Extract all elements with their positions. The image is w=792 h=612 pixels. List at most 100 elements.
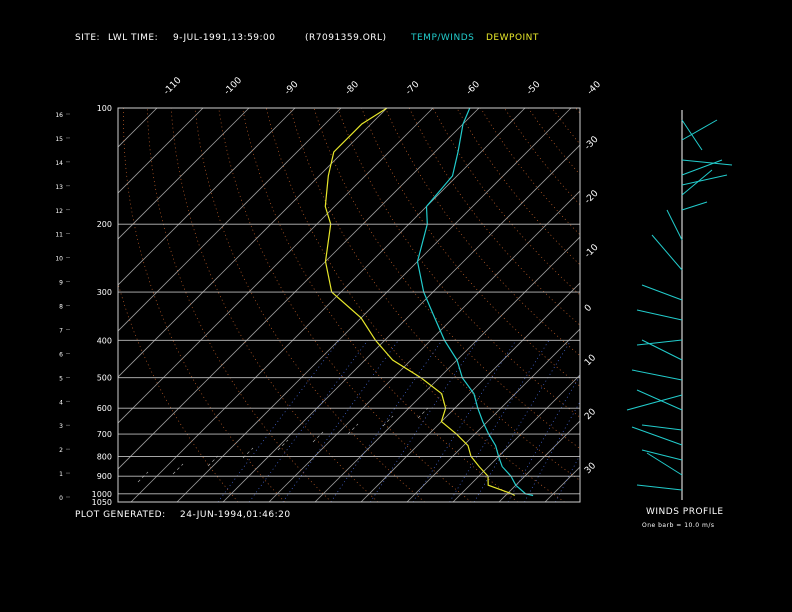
mixing-ratio-line bbox=[370, 340, 478, 502]
height-tick-label: 12 bbox=[55, 208, 63, 215]
wind-barb bbox=[641, 449, 683, 461]
isotherm-label: -100 bbox=[223, 75, 245, 97]
isotherm-label: -20 bbox=[583, 188, 601, 206]
wind-barb bbox=[636, 484, 683, 491]
height-tick-label: 14 bbox=[55, 160, 63, 167]
height-tick-label: 5 bbox=[59, 375, 63, 382]
moist-adiabat bbox=[417, 407, 429, 419]
mixing-ratio-line bbox=[507, 374, 580, 502]
wind-barb bbox=[636, 309, 683, 321]
moist-adiabat bbox=[312, 431, 324, 443]
mixing-ratio-line bbox=[249, 340, 369, 502]
moist-adiabat bbox=[347, 423, 359, 435]
dry-adiabat bbox=[194, 108, 425, 502]
isotherm-label: 0 bbox=[583, 303, 594, 314]
isotherm bbox=[130, 108, 526, 502]
height-tick-label: 6 bbox=[59, 351, 63, 358]
legend-temp: TEMP/WINDS bbox=[411, 33, 475, 43]
isotherm bbox=[118, 108, 204, 194]
legend-dewpoint: DEWPOINT bbox=[486, 33, 539, 43]
isotherm bbox=[637, 108, 792, 502]
mixing-ratio-line bbox=[282, 340, 399, 502]
winds-profile-note: One barb = 10.0 m/s bbox=[642, 522, 715, 529]
height-tick-label: 9 bbox=[59, 280, 63, 287]
isotherm bbox=[314, 236, 580, 502]
height-tick-label: 8 bbox=[59, 304, 63, 311]
isotherm bbox=[118, 108, 158, 148]
isotherm bbox=[498, 420, 580, 502]
height-tick-label: 4 bbox=[59, 399, 63, 406]
wind-barb bbox=[631, 426, 683, 446]
height-tick-label: 15 bbox=[55, 136, 63, 143]
isotherm-label: -110 bbox=[162, 75, 184, 97]
pressure-tick-label: 700 bbox=[97, 430, 112, 439]
plot-generated-label: PLOT GENERATED: bbox=[75, 510, 166, 520]
wind-barb bbox=[641, 339, 683, 361]
wind-barb bbox=[681, 201, 708, 211]
dry-adiabat bbox=[289, 108, 580, 481]
wind-barb bbox=[681, 174, 728, 186]
isotherm bbox=[118, 108, 342, 332]
isotherm bbox=[118, 108, 388, 378]
wind-barb bbox=[666, 209, 683, 241]
plot-area bbox=[0, 108, 792, 502]
pressure-tick-label: 500 bbox=[97, 374, 112, 383]
dry-adiabat bbox=[480, 108, 580, 236]
winds-profile-title: WINDS PROFILE bbox=[646, 507, 724, 517]
isotherm bbox=[683, 108, 792, 502]
moist-adiabat bbox=[382, 415, 394, 427]
dry-adiabat bbox=[337, 108, 580, 418]
height-tick-label: 3 bbox=[59, 423, 63, 430]
isotherm bbox=[452, 374, 580, 502]
wind-barb bbox=[681, 119, 718, 141]
dry-adiabat bbox=[242, 108, 519, 502]
isotherm bbox=[118, 108, 296, 286]
isotherm-label: 10 bbox=[583, 353, 598, 368]
height-tick-label: 2 bbox=[59, 447, 63, 454]
mixing-ratio-line bbox=[524, 401, 580, 502]
isotherm-label: -30 bbox=[583, 134, 601, 152]
isotherm bbox=[0, 108, 65, 502]
isotherm-label: -90 bbox=[283, 79, 301, 97]
isotherm bbox=[118, 108, 434, 424]
site-value: LWL bbox=[108, 33, 128, 43]
file-name: (R7091359.ORL) bbox=[305, 33, 387, 43]
moist-adiabat bbox=[137, 471, 149, 483]
time-label: TIME: bbox=[131, 33, 159, 43]
dry-adiabat bbox=[118, 282, 239, 502]
mixing-ratio-line bbox=[449, 340, 550, 502]
dry-adiabat bbox=[456, 108, 580, 266]
isotherm bbox=[118, 108, 250, 240]
pressure-tick-label: 200 bbox=[97, 220, 112, 229]
plot-generated-value: 24-JUN-1994,01:46:20 bbox=[180, 510, 291, 520]
wind-barb bbox=[641, 284, 683, 301]
height-tick-label: 16 bbox=[55, 112, 63, 119]
isotherm bbox=[591, 108, 792, 502]
wind-barb bbox=[636, 339, 683, 346]
height-tick-label: 0 bbox=[59, 495, 63, 502]
isotherm-label: -10 bbox=[583, 242, 601, 260]
height-tick-label: 11 bbox=[55, 232, 63, 239]
isotherm-label: -40 bbox=[586, 79, 604, 97]
mixing-ratio-line bbox=[473, 340, 572, 502]
dry-adiabat bbox=[575, 108, 580, 114]
pressure-tick-label: 900 bbox=[97, 472, 112, 481]
wind-barb bbox=[626, 394, 683, 411]
isotherm-label: 20 bbox=[583, 407, 598, 422]
dry-adiabat bbox=[432, 108, 580, 296]
moist-adiabat bbox=[172, 463, 184, 475]
mixing-ratio-line bbox=[555, 454, 580, 502]
isotherm bbox=[0, 108, 111, 502]
dry-adiabat bbox=[504, 108, 580, 206]
dry-adiabat bbox=[600, 108, 792, 502]
dry-adiabat bbox=[146, 108, 332, 502]
isotherm-label: -50 bbox=[525, 79, 543, 97]
wind-barb bbox=[646, 452, 683, 476]
isotherm bbox=[544, 466, 580, 502]
dry-adiabat bbox=[123, 108, 285, 502]
wind-barb bbox=[681, 119, 703, 151]
isotherm-label: 30 bbox=[583, 461, 598, 476]
dry-adiabat bbox=[527, 108, 580, 176]
dry-adiabat bbox=[170, 108, 379, 502]
height-tick-label: 10 bbox=[55, 256, 63, 263]
